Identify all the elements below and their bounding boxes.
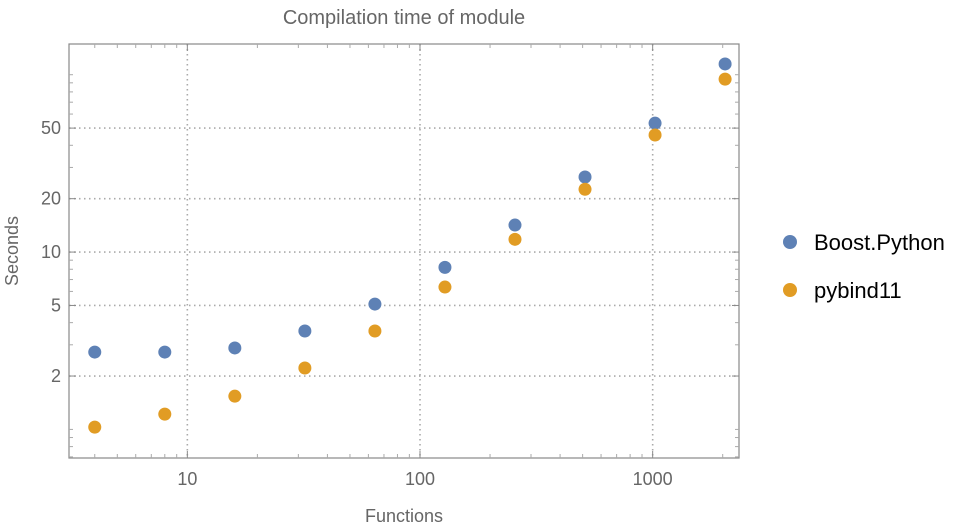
point-pybind11 bbox=[298, 361, 312, 375]
point-pybind11 bbox=[438, 280, 452, 294]
y-tick-label: 50 bbox=[41, 118, 61, 138]
y-tick-label: 20 bbox=[41, 189, 61, 209]
point-boost-python bbox=[228, 341, 242, 355]
y-tick-label: 10 bbox=[41, 242, 61, 262]
legend-marker-pybind11 bbox=[783, 283, 797, 297]
point-boost-python bbox=[368, 297, 382, 311]
point-pybind11 bbox=[158, 407, 172, 421]
x-tick-label: 100 bbox=[405, 469, 435, 489]
legend-label-pybind11: pybind11 bbox=[814, 278, 902, 303]
y-tick-label: 2 bbox=[51, 366, 61, 386]
point-boost-python bbox=[88, 345, 102, 359]
point-boost-python bbox=[508, 218, 522, 232]
x-axis-label: Functions bbox=[365, 506, 443, 525]
point-boost-python bbox=[158, 345, 172, 359]
point-pybind11 bbox=[508, 232, 522, 246]
y-tick-label: 5 bbox=[51, 295, 61, 315]
point-pybind11 bbox=[718, 72, 732, 86]
legend-label-boost-python: Boost.Python bbox=[814, 230, 945, 255]
grid bbox=[69, 44, 739, 458]
point-pybind11 bbox=[578, 182, 592, 196]
axis-ticks: 10 100 1000 2 5 10 20 50 bbox=[41, 44, 739, 489]
legend-marker-boost-python bbox=[783, 235, 797, 249]
point-pybind11 bbox=[88, 420, 102, 434]
point-boost-python bbox=[298, 324, 312, 338]
legend: Boost.Python pybind11 bbox=[783, 230, 945, 303]
point-pybind11 bbox=[368, 324, 382, 338]
chart-title: Compilation time of module bbox=[283, 7, 525, 29]
point-pybind11 bbox=[648, 128, 662, 142]
point-boost-python bbox=[648, 116, 662, 130]
x-tick-label: 10 bbox=[177, 469, 197, 489]
plot-frame bbox=[68, 43, 740, 459]
point-boost-python bbox=[578, 170, 592, 184]
point-boost-python bbox=[718, 57, 732, 71]
y-axis-label: Seconds bbox=[2, 216, 22, 286]
point-pybind11 bbox=[228, 389, 242, 403]
data-points bbox=[88, 57, 732, 434]
point-boost-python bbox=[438, 260, 452, 274]
x-tick-label: 1000 bbox=[633, 469, 673, 489]
